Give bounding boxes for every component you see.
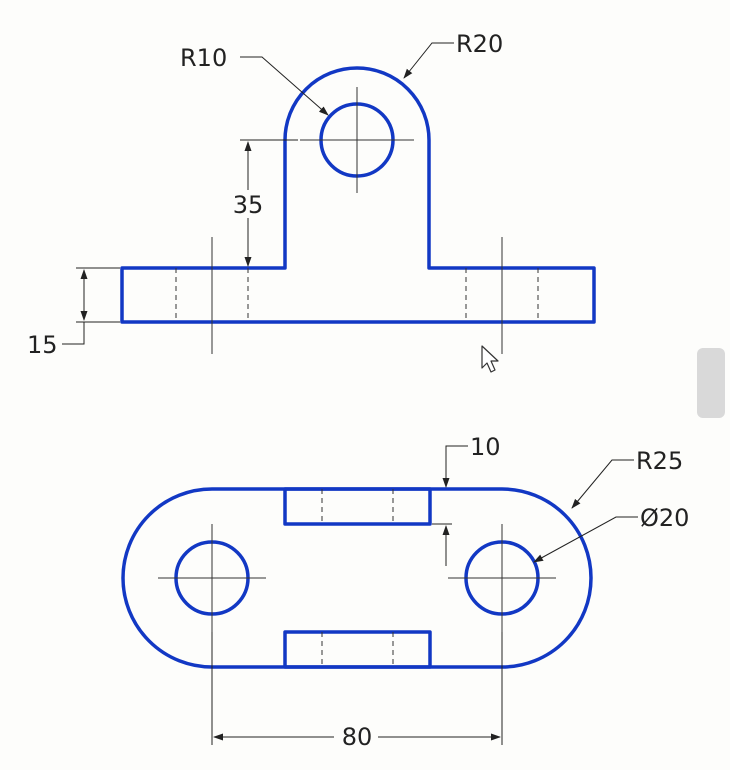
r25-label: R25 <box>636 447 683 475</box>
top-slot <box>283 487 432 526</box>
dim-10-leader <box>442 445 468 488</box>
r10-leader <box>240 56 329 116</box>
r25-leader <box>571 459 634 509</box>
front-view-outline <box>120 66 596 324</box>
dim-10-label: 10 <box>470 433 501 461</box>
mouse-pointer-icon <box>481 345 499 373</box>
dim-15-label: 15 <box>27 331 58 359</box>
d20-leader <box>533 516 638 563</box>
scrollbar-thumb[interactable] <box>697 348 725 418</box>
r10-label: R10 <box>180 44 227 72</box>
dim-80-label: 80 <box>342 723 373 751</box>
bottom-slot <box>283 630 432 669</box>
d20-label: Ø20 <box>640 504 689 532</box>
dim-35-label: 35 <box>233 191 264 219</box>
top-view: 10 R25 Ø20 80 <box>121 433 689 751</box>
r20-leader <box>403 42 454 79</box>
front-view: 35 15 R10 R20 <box>27 30 596 359</box>
r20-label: R20 <box>456 30 503 58</box>
dim-15-leader <box>62 322 85 345</box>
